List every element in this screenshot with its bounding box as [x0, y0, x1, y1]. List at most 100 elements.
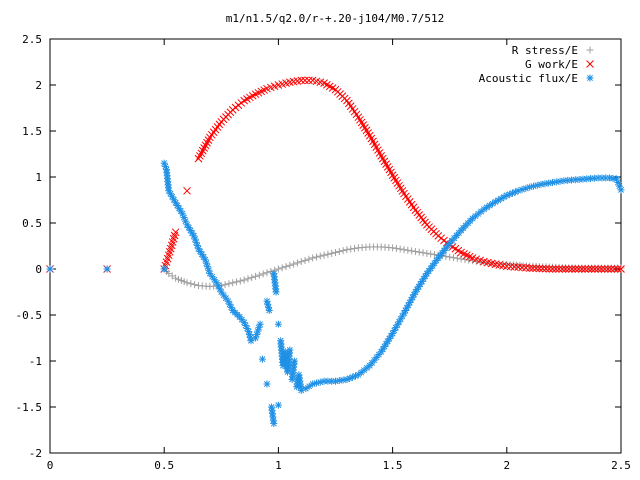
- data-point: [389, 244, 397, 252]
- data-point: [617, 265, 625, 273]
- y-tick-label: -0.5: [16, 309, 43, 322]
- data-point: [607, 265, 616, 273]
- data-point: [301, 256, 309, 264]
- data-point: [200, 253, 208, 261]
- data-point: [263, 269, 271, 277]
- data-point: [312, 253, 320, 261]
- chart-title: m1/n1.5/q2.0/r-+.20-j104/M0.7/512: [226, 12, 445, 25]
- legend-label: Acoustic flux/E: [479, 72, 578, 85]
- data-point: [272, 288, 280, 296]
- data-point: [293, 259, 301, 267]
- data-point: [450, 254, 458, 262]
- data-point: [244, 275, 252, 283]
- y-tick-label: 2: [35, 79, 42, 92]
- series-3: [46, 159, 625, 428]
- data-point: [258, 355, 266, 363]
- data-point: [297, 76, 306, 85]
- data-point: [265, 306, 273, 314]
- y-tick-label: 2.5: [22, 33, 42, 46]
- legend-marker-icon: [586, 46, 594, 54]
- data-point: [453, 254, 461, 262]
- data-point: [177, 277, 185, 284]
- data-point: [274, 401, 282, 409]
- y-tick-label: 1: [35, 171, 42, 184]
- data-point: [427, 250, 435, 258]
- data-point: [538, 264, 547, 273]
- data-point: [316, 252, 324, 260]
- y-tick-label: -2: [29, 447, 42, 460]
- data-point: [392, 244, 400, 252]
- data-point: [282, 263, 290, 271]
- data-point: [304, 76, 313, 85]
- data-point: [587, 265, 596, 273]
- y-tick-label: 0: [35, 263, 42, 276]
- data-point: [253, 331, 261, 339]
- data-point: [255, 324, 263, 332]
- data-point: [561, 265, 570, 273]
- data-point: [535, 264, 544, 273]
- data-point: [274, 320, 282, 328]
- data-point: [286, 346, 294, 354]
- data-point: [270, 420, 278, 428]
- data-point: [558, 265, 567, 273]
- series-1: [46, 243, 625, 290]
- data-point: [255, 271, 263, 279]
- data-point: [290, 357, 298, 365]
- x-tick-label: 1: [275, 459, 282, 472]
- data-point: [600, 265, 609, 273]
- data-point: [259, 270, 267, 278]
- data-point: [161, 162, 169, 170]
- legend-label: G work/E: [525, 58, 578, 71]
- data-point: [532, 264, 541, 273]
- data-point: [221, 281, 229, 289]
- data-point: [404, 246, 412, 254]
- data-point: [248, 274, 256, 282]
- legend-marker-icon: [586, 74, 594, 82]
- x-tick-label: 2: [503, 459, 510, 472]
- data-point: [525, 264, 534, 272]
- data-point: [263, 380, 271, 388]
- data-point: [225, 280, 233, 288]
- data-point: [564, 265, 573, 273]
- data-point: [193, 242, 201, 250]
- legend-label: R stress/E: [512, 44, 578, 57]
- data-point: [202, 259, 210, 267]
- x-tick-label: 2.5: [611, 459, 631, 472]
- data-point: [229, 279, 237, 287]
- data-point: [419, 249, 427, 257]
- data-point: [286, 261, 294, 269]
- data-point: [324, 250, 332, 258]
- plot-frame: [49, 38, 622, 454]
- data-point: [545, 265, 554, 273]
- data-point: [476, 258, 484, 266]
- data-point: [172, 274, 180, 282]
- data-point: [347, 245, 355, 253]
- data-point: [411, 248, 419, 256]
- data-point: [548, 265, 557, 273]
- data-point: [604, 265, 612, 273]
- data-point: [351, 244, 359, 252]
- data-point: [610, 265, 619, 273]
- data-point: [160, 265, 168, 273]
- data-point: [551, 265, 560, 273]
- data-point: [542, 264, 550, 273]
- data-point: [442, 252, 450, 260]
- data-point: [584, 265, 593, 273]
- data-point: [217, 288, 225, 296]
- data-point: [332, 248, 339, 256]
- y-tick-label: -1.5: [16, 401, 43, 414]
- data-point: [396, 245, 404, 253]
- data-point: [46, 265, 54, 273]
- data-point: [233, 278, 241, 286]
- data-point: [568, 265, 576, 273]
- data-point: [297, 258, 305, 266]
- data-point: [174, 275, 182, 283]
- data-series: [46, 76, 625, 428]
- x-tick-label: 1.5: [383, 459, 403, 472]
- data-point: [274, 265, 282, 273]
- x-tick-label: 0.5: [154, 459, 174, 472]
- data-point: [236, 277, 244, 285]
- data-point: [252, 334, 260, 342]
- data-point: [591, 265, 599, 273]
